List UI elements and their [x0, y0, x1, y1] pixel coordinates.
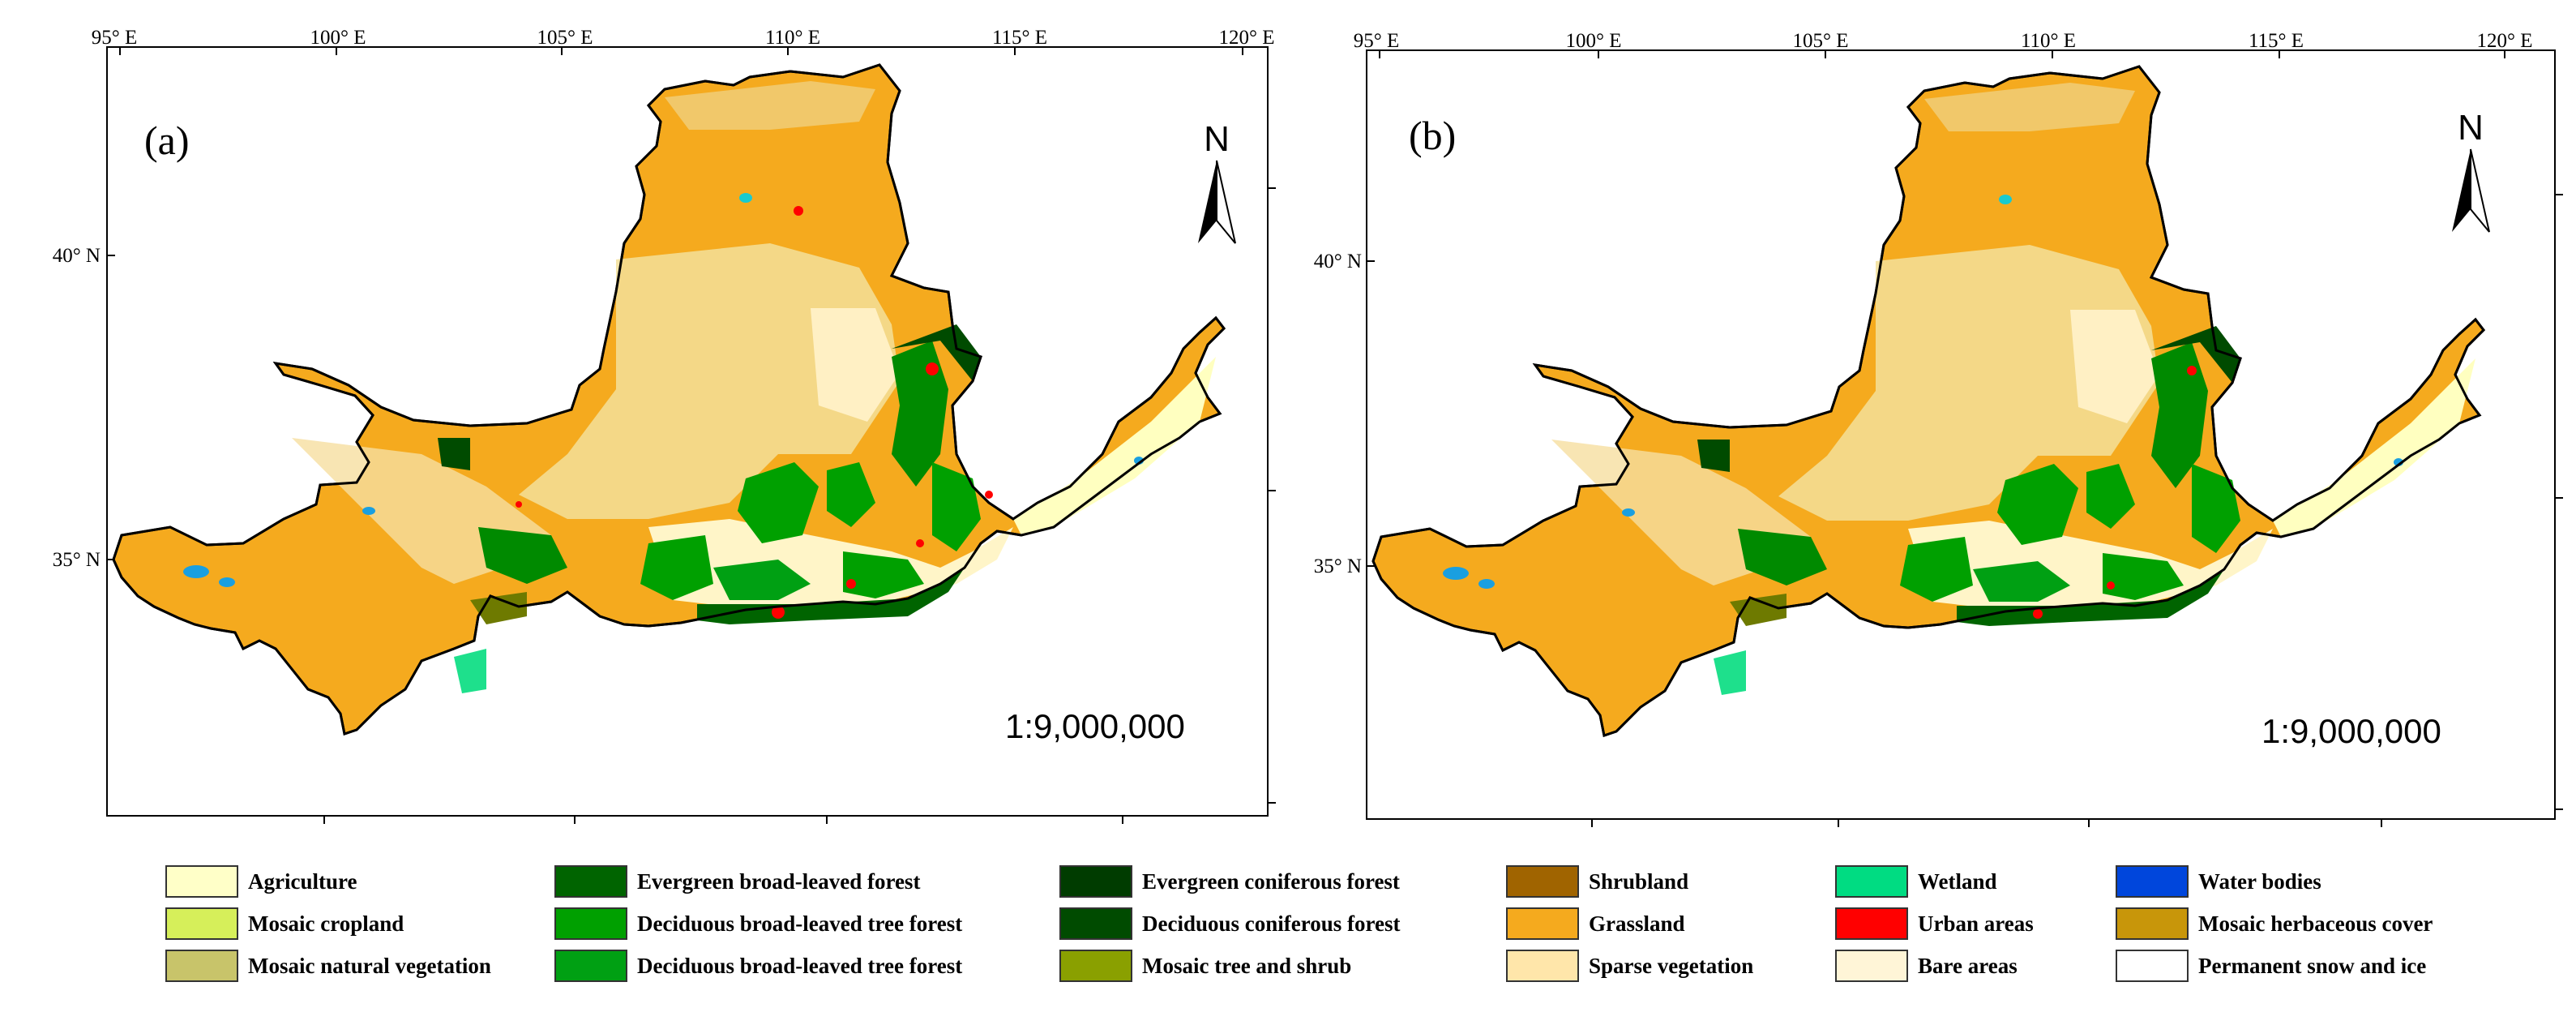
legend-item-urban-areas: Urban areas	[1835, 905, 2034, 942]
tick-35n: 35° N	[53, 549, 101, 571]
legend-label: Urban areas	[1918, 911, 2034, 936]
legend-label: Mosaic tree and shrub	[1142, 953, 1352, 978]
tick-95e: 95° E	[1354, 30, 1400, 52]
tick-100e: 100° E	[310, 27, 366, 49]
scale-label: 1:9,000,000	[2261, 712, 2441, 750]
tick-105e: 105° E	[537, 27, 593, 49]
tick-115e: 115° E	[2249, 30, 2304, 52]
legend-swatch	[554, 950, 627, 982]
legend-swatch	[1506, 950, 1579, 982]
legend-swatch	[1506, 907, 1579, 940]
legend-item-water-bodies: Water bodies	[2116, 863, 2321, 900]
legend-item-shrubland: Shrubland	[1506, 863, 1688, 900]
legend-swatch	[1059, 950, 1132, 982]
legend-item-wetland: Wetland	[1835, 863, 1997, 900]
legend-item-evergreen-broad-leaved-forest: Evergreen broad-leaved forest	[554, 863, 920, 900]
legend-swatch	[2116, 907, 2189, 940]
north-label: N	[2458, 108, 2484, 148]
legend-label: Water bodies	[2198, 868, 2321, 894]
tick-115e: 115° E	[992, 27, 1047, 49]
legend-item-mosaic-natural-vegetation: Mosaic natural vegetation	[165, 947, 491, 984]
legend-swatch	[1506, 865, 1579, 898]
legend-item-agriculture: Agriculture	[165, 863, 357, 900]
legend-swatch	[1059, 865, 1132, 898]
legend-label: Wetland	[1918, 868, 1997, 894]
tick-40n: 40° N	[53, 245, 101, 267]
land-cover-map-b	[1371, 65, 2485, 737]
tick-120e: 120° E	[1218, 27, 1274, 49]
legend-label: Mosaic natural vegetation	[248, 953, 491, 978]
legend-swatch	[1059, 907, 1132, 940]
panel-label-b: (b)	[1409, 113, 1456, 158]
legend-label: Mosaic cropland	[248, 911, 404, 936]
legend-swatch	[165, 950, 238, 982]
scale-label: 1:9,000,000	[1005, 707, 1185, 745]
map-panel-a: 95° E 100° E 105° E 110° E 115° E 120° E…	[0, 0, 1289, 827]
map-b-svg: 95° E 100° E 105° E 110° E 115° E 120° E…	[1314, 30, 2563, 827]
legend-item-bare-areas: Bare areas	[1835, 947, 2018, 984]
legend-swatch	[1835, 950, 1908, 982]
tick-95e: 95° E	[92, 27, 138, 49]
legend-swatch	[2116, 950, 2189, 982]
legend-label: Sparse vegetation	[1589, 953, 1754, 978]
top-tick-marks	[1367, 50, 2563, 827]
legend-swatch	[554, 907, 627, 940]
legend-swatch	[165, 907, 238, 940]
legend-item-deciduous-broad-leaved-tree-forest-1: Deciduous broad-leaved tree forest	[554, 905, 962, 942]
legend: Agriculture Mosaic cropland Mosaic natur…	[0, 851, 2576, 1025]
tick-35n: 35° N	[1314, 555, 1362, 577]
legend-label: Deciduous coniferous forest	[1142, 911, 1401, 936]
legend-item-deciduous-coniferous-forest: Deciduous coniferous forest	[1059, 905, 1401, 942]
legend-item-mosaic-cropland: Mosaic cropland	[165, 905, 404, 942]
legend-label: Permanent snow and ice	[2198, 953, 2427, 978]
legend-label: Evergreen broad-leaved forest	[637, 868, 921, 894]
tick-110e: 110° E	[2021, 30, 2076, 52]
legend-label: Shrubland	[1589, 868, 1689, 894]
legend-item-deciduous-broad-leaved-tree-forest-2: Deciduous broad-leaved tree forest	[554, 947, 962, 984]
legend-item-grassland: Grassland	[1506, 905, 1685, 942]
tick-120e: 120° E	[2476, 30, 2532, 52]
north-arrow-a: N	[1198, 119, 1236, 244]
legend-swatch	[1835, 907, 1908, 940]
tick-100e: 100° E	[1565, 30, 1621, 52]
legend-label: Agriculture	[248, 868, 357, 894]
tick-40n: 40° N	[1314, 251, 1362, 272]
legend-label: Bare areas	[1918, 953, 2018, 978]
map-a-svg: 95° E 100° E 105° E 110° E 115° E 120° E…	[53, 27, 1276, 824]
top-tick-marks	[107, 47, 1276, 824]
legend-label: Grassland	[1589, 911, 1685, 936]
legend-item-evergreen-coniferous-forest: Evergreen coniferous forest	[1059, 863, 1400, 900]
legend-label: Evergreen coniferous forest	[1142, 868, 1400, 894]
legend-label: Deciduous broad-leaved tree forest	[637, 911, 963, 936]
legend-label: Deciduous broad-leaved tree forest	[637, 953, 963, 978]
legend-label: Mosaic herbaceous cover	[2198, 911, 2433, 936]
tick-110e: 110° E	[765, 27, 820, 49]
legend-swatch	[1835, 865, 1908, 898]
north-label: N	[1204, 119, 1230, 159]
tick-105e: 105° E	[1792, 30, 1848, 52]
north-arrow-b: N	[2452, 108, 2490, 233]
legend-swatch	[165, 865, 238, 898]
map-panel-b: 95° E 100° E 105° E 110° E 115° E 120° E…	[1289, 0, 2576, 827]
legend-item-sparse-vegetation: Sparse vegetation	[1506, 947, 1753, 984]
legend-item-mosaic-herbaceous-cover: Mosaic herbaceous cover	[2116, 905, 2433, 942]
land-cover-map-a	[112, 63, 1226, 736]
panel-label-a: (a)	[144, 118, 190, 163]
legend-swatch	[2116, 865, 2189, 898]
legend-swatch	[554, 865, 627, 898]
legend-item-permanent-snow-and-ice: Permanent snow and ice	[2116, 947, 2426, 984]
legend-item-mosaic-tree-and-shrub: Mosaic tree and shrub	[1059, 947, 1351, 984]
